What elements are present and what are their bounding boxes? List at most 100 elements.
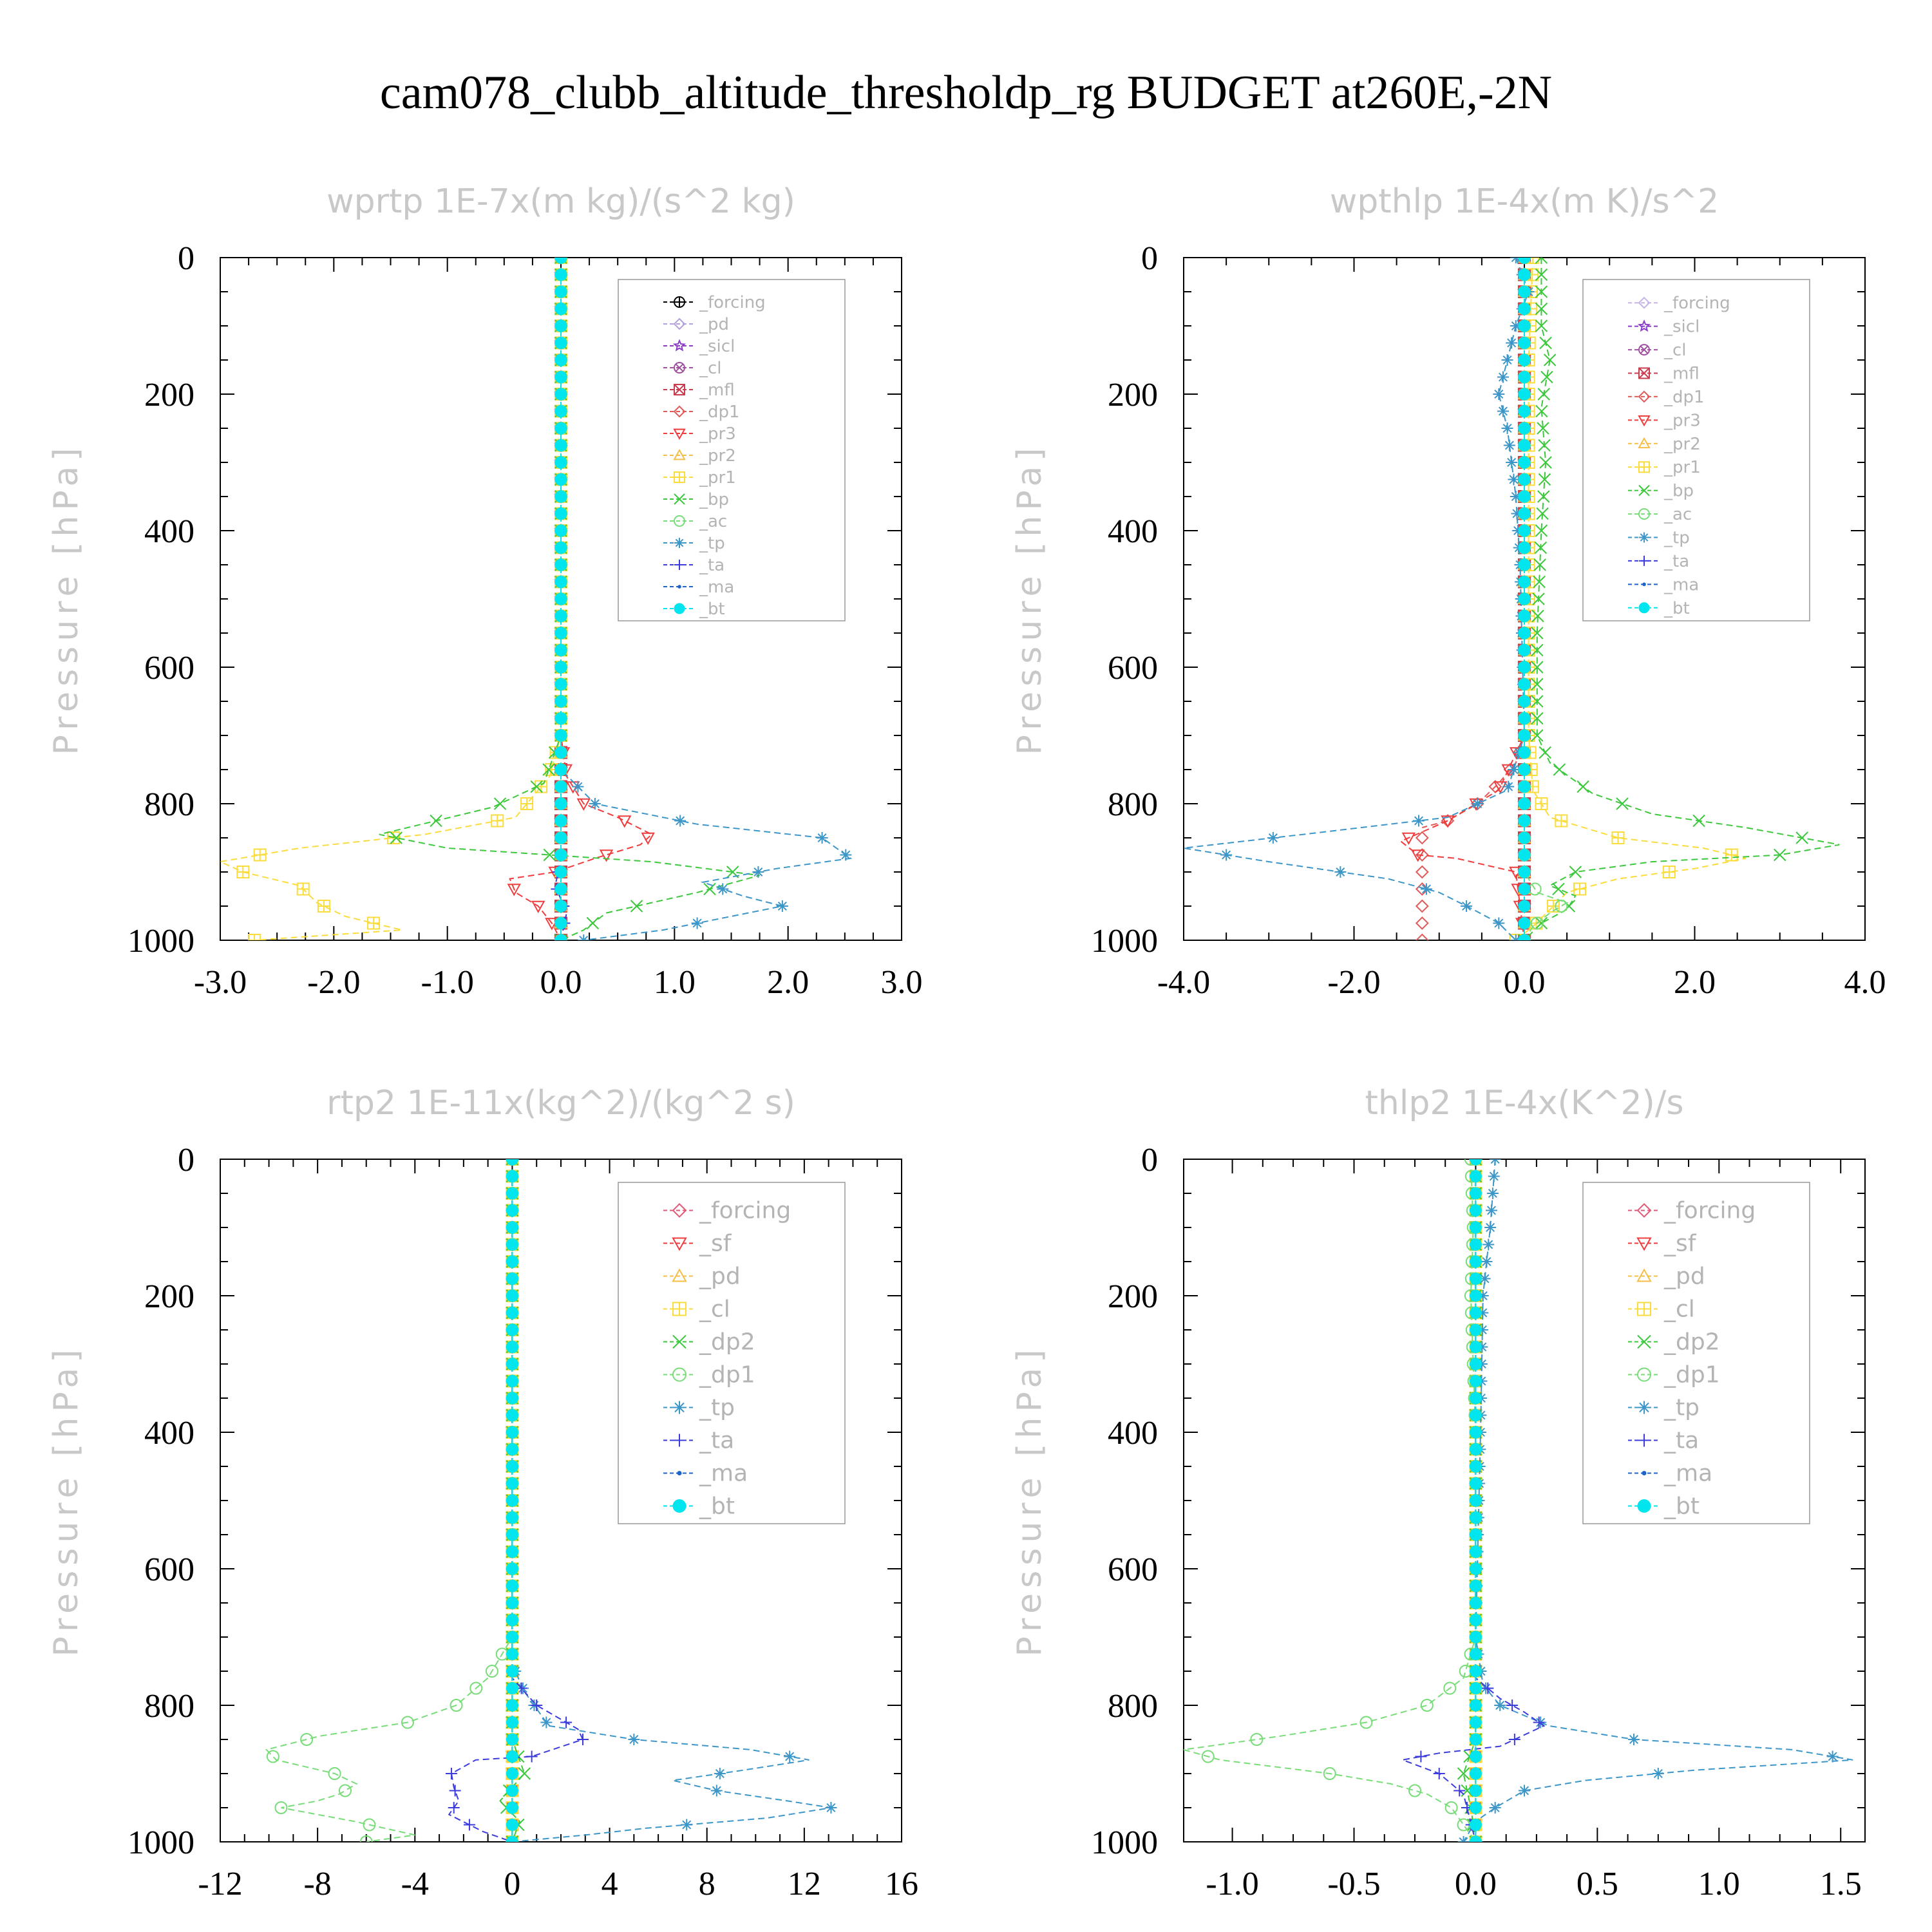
legend-label: _pd xyxy=(699,1264,741,1290)
data-point xyxy=(1510,320,1522,332)
data-point xyxy=(1443,1681,1457,1695)
data-point xyxy=(296,882,310,896)
data-point xyxy=(1538,439,1551,452)
data-point xyxy=(1552,882,1565,896)
y-tick-label: 0 xyxy=(1141,240,1158,277)
y-tick-label: 1000 xyxy=(1091,1824,1158,1861)
data-point xyxy=(1555,900,1568,913)
legend-marker xyxy=(672,1203,687,1218)
legend-label: _sicl xyxy=(1663,317,1700,337)
x-tick-label: -2.0 xyxy=(1327,964,1380,1001)
data-point xyxy=(1533,1716,1545,1728)
data-point xyxy=(1611,831,1625,844)
legend-label: _cl xyxy=(699,1296,730,1323)
data-point xyxy=(338,1784,352,1797)
data-point xyxy=(1518,815,1531,827)
data-point xyxy=(1469,1170,1482,1182)
figure-title: cam078_clubb_altitude_thresholdp_rg BUDG… xyxy=(380,66,1552,119)
data-point xyxy=(1469,1204,1482,1217)
legend: _forcing _sicl _cl _mfl _dp1 _pr3 _pr2 _pr1 _bp _… xyxy=(1582,279,1810,621)
data-point xyxy=(1469,1409,1482,1421)
data-point xyxy=(1532,592,1545,605)
x-tick-label: 3.0 xyxy=(881,964,923,1001)
data-point xyxy=(554,592,567,605)
legend-marker xyxy=(1637,1367,1651,1382)
y-tick-label: 800 xyxy=(144,1688,194,1725)
y-tick-label: 800 xyxy=(1108,1688,1158,1725)
data-point xyxy=(554,542,567,554)
y-tick-label: 400 xyxy=(1108,1415,1158,1452)
y-tick-label: 400 xyxy=(144,1415,194,1452)
data-point xyxy=(274,1801,288,1814)
legend: _forcing _sf _pd _cl _dp2 _dp1 _tp _ta _ma _bt xyxy=(618,1182,846,1524)
y-tick-label: 0 xyxy=(178,1142,194,1179)
legend-entry: _mfl xyxy=(663,381,735,400)
legend-entry: _dp2 xyxy=(1628,1329,1720,1356)
data-point xyxy=(1508,1734,1520,1745)
data-point xyxy=(506,1580,518,1592)
data-point xyxy=(1469,1426,1482,1439)
data-point xyxy=(1518,524,1531,537)
data-point xyxy=(1531,677,1544,691)
data-point xyxy=(1533,575,1546,589)
data-point xyxy=(1469,1614,1482,1626)
data-point xyxy=(1508,473,1520,486)
y-tick-label: 600 xyxy=(1108,650,1158,687)
x-tick-label: 4.0 xyxy=(1844,964,1886,1001)
data-point xyxy=(506,1665,518,1678)
data-point xyxy=(1652,1768,1664,1779)
data-point xyxy=(236,866,250,878)
legend-box xyxy=(1582,1182,1810,1524)
data-point xyxy=(1518,900,1531,913)
data-point xyxy=(506,1460,518,1473)
series-line xyxy=(1184,258,1530,940)
legend-entry: _sicl xyxy=(1628,317,1700,337)
data-point xyxy=(518,1767,531,1780)
legend-entry: _ta xyxy=(663,1428,734,1454)
data-point xyxy=(1469,1289,1482,1302)
legend-entry: _tp xyxy=(1628,529,1690,548)
data-point xyxy=(1464,1159,1477,1166)
legend-entry: _bp xyxy=(1628,482,1694,501)
data-point xyxy=(1518,917,1531,929)
data-point xyxy=(703,882,716,896)
data-point xyxy=(1506,1700,1519,1711)
data-point xyxy=(1518,337,1531,349)
data-point xyxy=(1518,558,1531,571)
data-point xyxy=(1539,336,1552,350)
data-point xyxy=(1540,370,1553,384)
data-point xyxy=(1518,490,1531,503)
legend-marker xyxy=(674,384,685,395)
data-point xyxy=(554,729,567,742)
legend-marker xyxy=(1638,296,1651,309)
legend-label: _ma xyxy=(699,1461,748,1487)
data-point xyxy=(1454,1785,1466,1797)
legend-label: _cl xyxy=(1663,341,1687,360)
data-point xyxy=(1518,269,1531,281)
legend-entry: _ma xyxy=(663,1461,748,1487)
data-point xyxy=(554,422,567,435)
legend-marker xyxy=(1638,1401,1651,1414)
data-point xyxy=(554,746,567,759)
data-point xyxy=(1469,1187,1482,1200)
data-point xyxy=(1469,1460,1482,1473)
data-point xyxy=(674,815,687,827)
y-tick-label: 600 xyxy=(144,1551,194,1588)
data-point xyxy=(1220,849,1233,861)
data-point xyxy=(589,798,601,810)
panel-title: thlp2 1E-4x(K^2)/s xyxy=(1365,1084,1684,1122)
series-line xyxy=(448,1159,584,1842)
data-point xyxy=(1482,1682,1494,1694)
data-point xyxy=(506,1494,518,1507)
legend-marker xyxy=(673,1434,686,1447)
data-point xyxy=(506,1392,518,1405)
data-point xyxy=(445,1768,457,1779)
y-tick-label: 200 xyxy=(1108,1278,1158,1315)
legend-entry: _ac xyxy=(663,512,727,531)
legend-entry: _dp1 xyxy=(663,1362,755,1388)
data-point xyxy=(1535,916,1548,930)
data-point xyxy=(1531,609,1544,623)
data-point xyxy=(1518,797,1531,810)
data-point xyxy=(506,1546,518,1558)
data-point xyxy=(630,900,643,913)
